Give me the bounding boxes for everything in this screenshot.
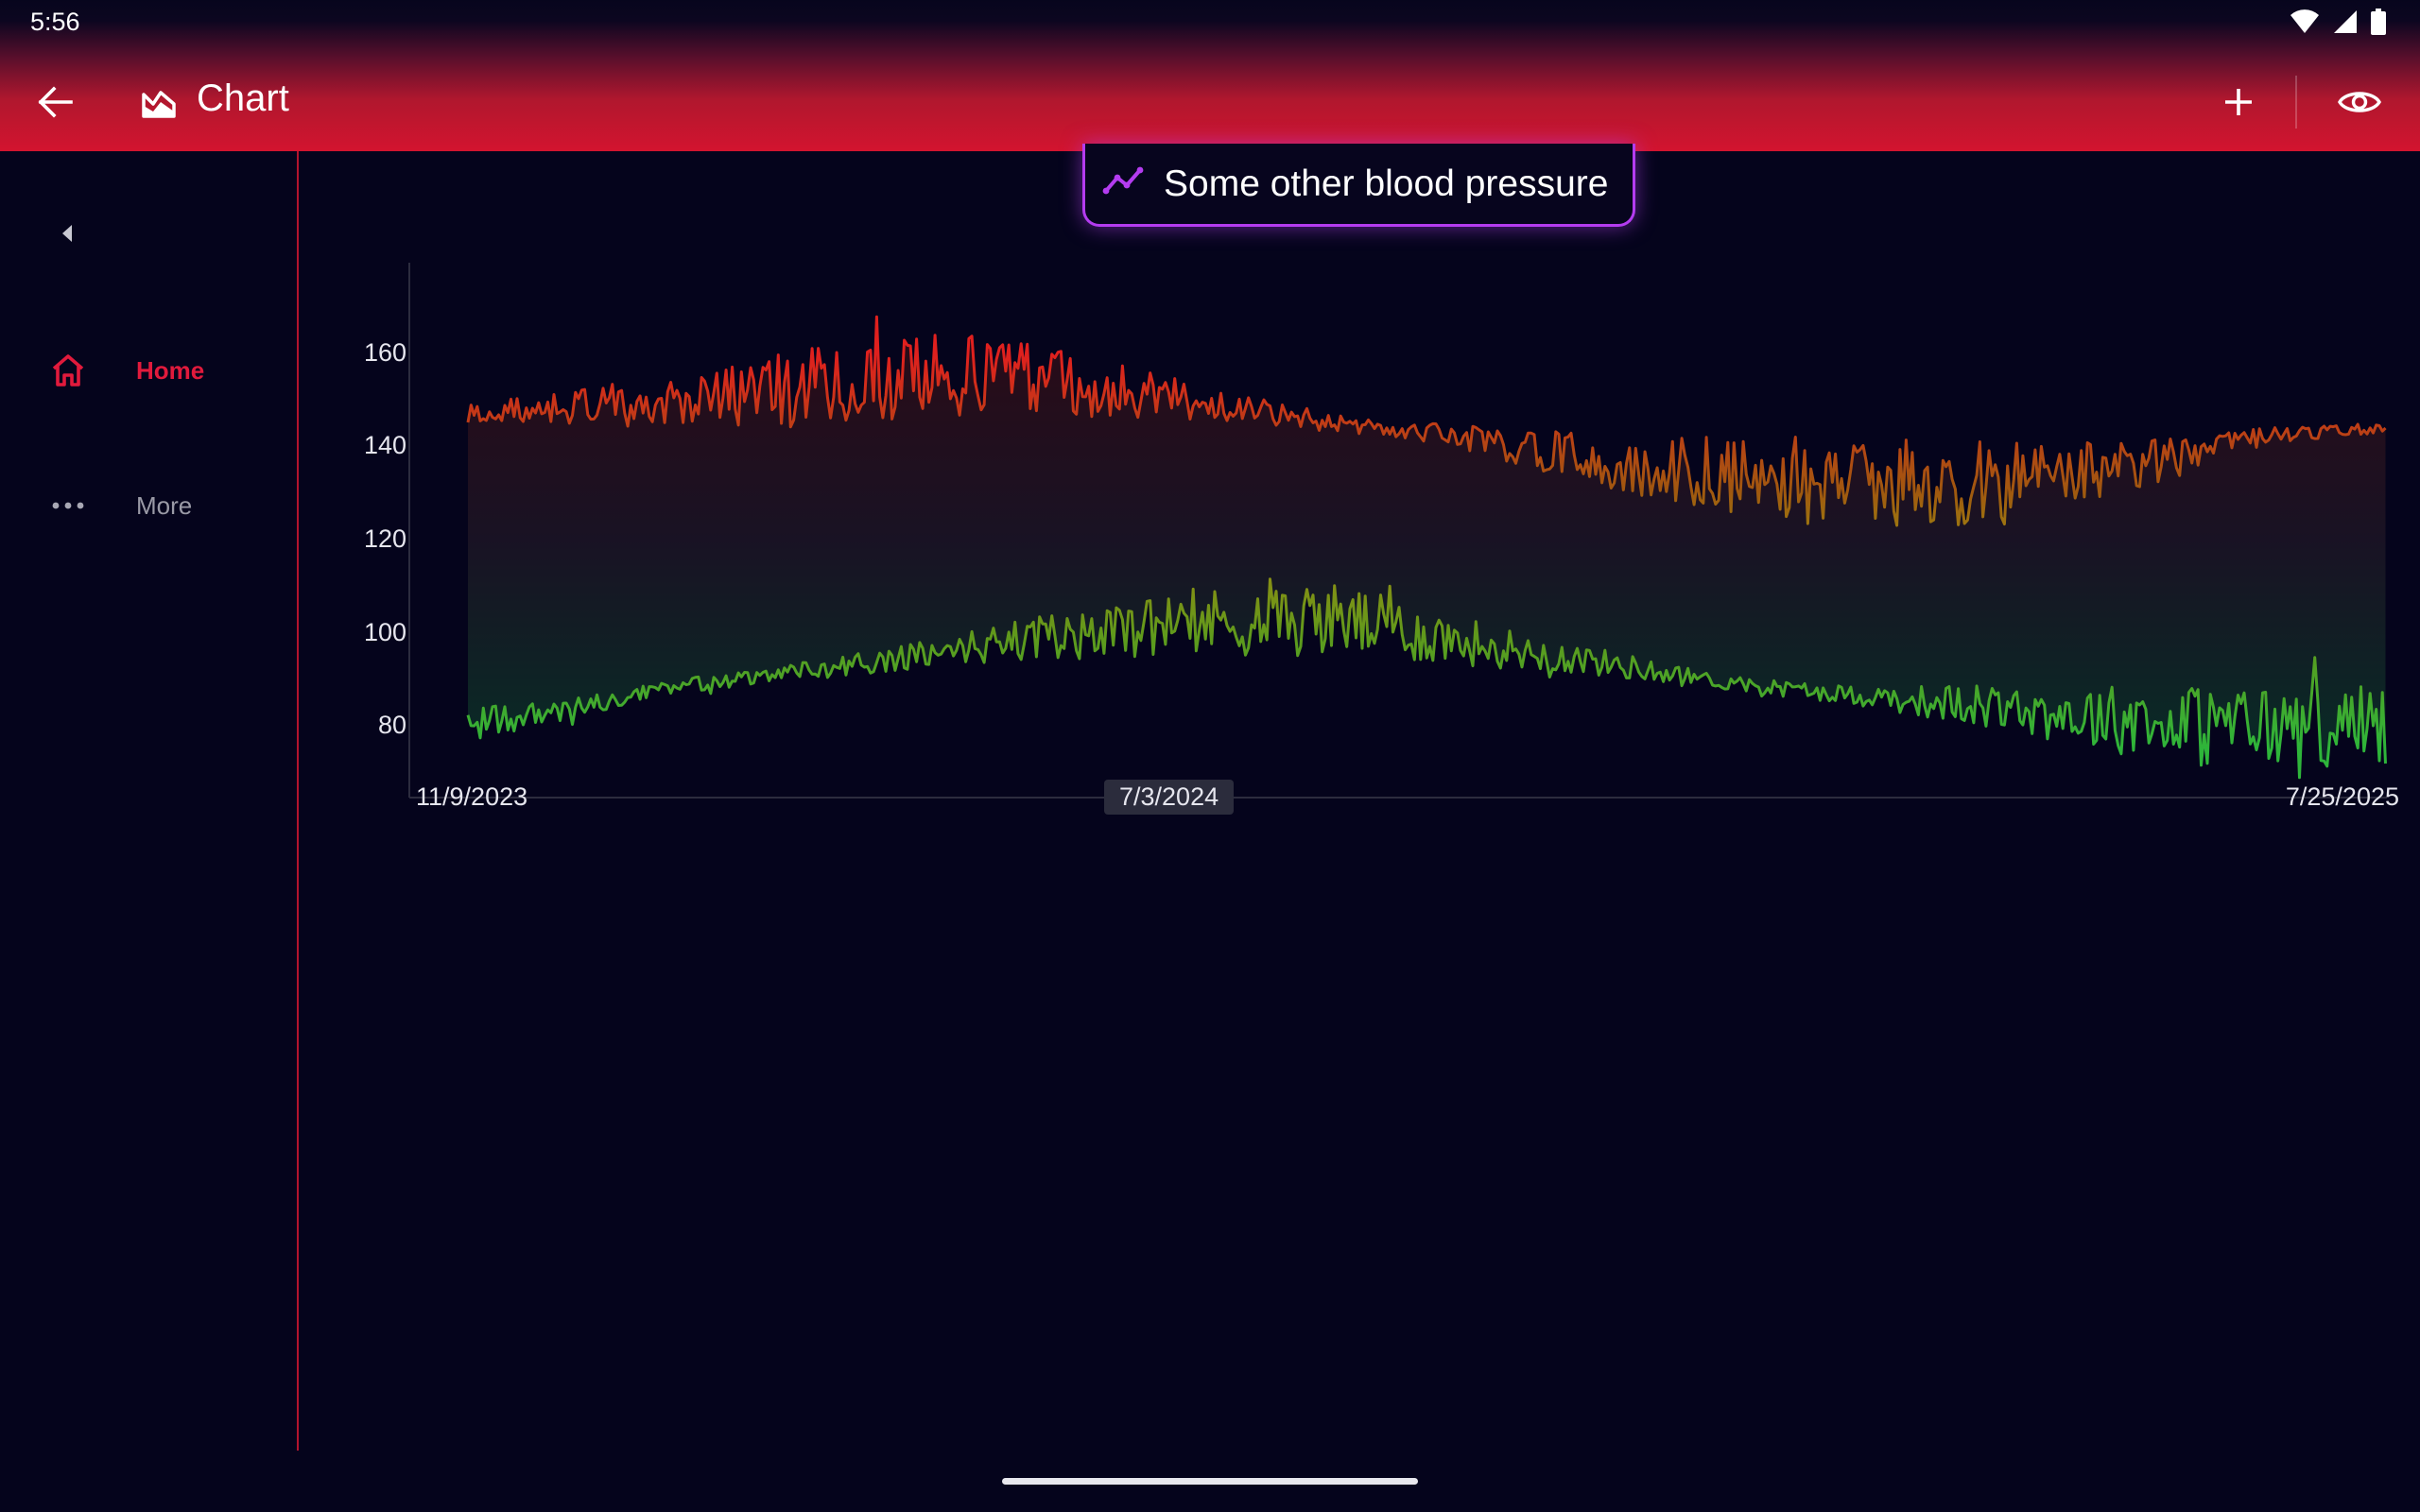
x-tick-label: 11/9/2023 [416, 782, 528, 811]
y-tick-label: 80 [377, 711, 406, 740]
add-button[interactable] [2212, 76, 2265, 129]
lower-series-line [466, 577, 2387, 780]
line-chart-icon [1102, 166, 1144, 195]
nav-item-more[interactable]: More [0, 472, 297, 539]
collapse-rail-button[interactable] [53, 217, 81, 249]
range-fill-area [468, 317, 2386, 778]
page-title: Chart [197, 77, 289, 119]
back-arrow-icon [38, 86, 73, 118]
status-icons [2290, 8, 2386, 36]
visibility-button[interactable] [2331, 76, 2388, 129]
battery-icon [2371, 9, 2386, 35]
back-button[interactable] [28, 76, 81, 129]
nav-item-label: Home [136, 355, 205, 385]
wifi-icon [2290, 9, 2319, 34]
chart-title: Some other blood pressure [1164, 163, 1609, 204]
cellular-signal-icon [2334, 10, 2357, 33]
more-dots-icon [47, 485, 89, 526]
status-time: 5:56 [30, 8, 80, 36]
x-tick-label[interactable]: 7/3/2024 [1104, 780, 1235, 815]
app-bar-divider [2295, 76, 2297, 129]
upper-series-line [466, 315, 2387, 527]
chart-title-chip[interactable]: Some other blood pressure [1082, 144, 1635, 227]
home-indicator[interactable] [1002, 1478, 1418, 1485]
y-tick-label: 100 [363, 617, 406, 646]
home-icon [47, 350, 89, 391]
blood-pressure-chart[interactable]: 160 140 120 100 80 11/9/2023 7/3/2024 7/25/2025 [302, 246, 2420, 869]
nav-item-home[interactable]: Home [0, 337, 297, 404]
plus-icon [2225, 89, 2252, 115]
x-tick-label: 7/25/2025 [2285, 782, 2399, 811]
y-tick-label: 160 [363, 337, 406, 367]
eye-icon [2338, 92, 2381, 112]
rail-divider [297, 151, 299, 1451]
nav-item-label: More [136, 490, 193, 520]
top-bar [0, 0, 2420, 151]
caret-left-icon [62, 225, 72, 242]
chart-type-icon [136, 79, 182, 125]
y-tick-label: 140 [363, 431, 406, 460]
chart-area-icon [142, 91, 176, 118]
y-tick-label: 120 [363, 524, 406, 553]
chart-svg[interactable] [302, 246, 2420, 822]
